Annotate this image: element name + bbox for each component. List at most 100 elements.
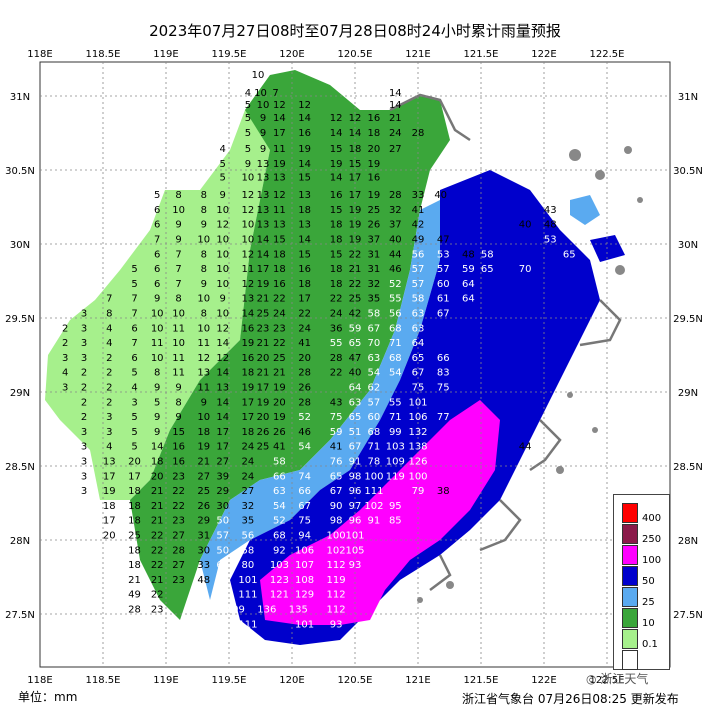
lat-tick-label-right: 30N	[678, 240, 698, 251]
rainfall-value: 33	[412, 190, 425, 201]
rainfall-value: 13	[103, 457, 116, 468]
rainfall-value: 7	[175, 279, 181, 290]
rainfall-value: 18	[273, 264, 286, 275]
rainfall-value: 10	[242, 172, 255, 183]
rainfall-value: 48	[462, 249, 475, 260]
rainfall-value: 40	[434, 190, 447, 201]
rainfall-value: 20	[273, 397, 286, 408]
rainfall-value: 28	[298, 397, 311, 408]
rainfall-value: 19	[242, 383, 255, 394]
rainfall-value: 19	[242, 338, 255, 349]
rainfall-value: 109	[201, 605, 220, 616]
rainfall-value: 9	[245, 159, 251, 170]
rainfall-value: 12	[216, 353, 229, 364]
lon-tick-label-bottom: 121E	[405, 675, 430, 686]
rainfall-value: 21	[151, 486, 164, 497]
rainfall-value: 5	[220, 159, 226, 170]
rainfall-value: 22	[151, 531, 164, 542]
rainfall-value: 9	[175, 220, 181, 231]
rainfall-value: 21	[128, 575, 141, 586]
rainfall-value: 58	[273, 457, 286, 468]
rainfall-value: 18	[330, 264, 343, 275]
rainfall-value: 18	[128, 501, 141, 512]
rainfall-value: 31	[368, 264, 381, 275]
rainfall-value: 67	[412, 368, 425, 379]
rainfall-value: 8	[201, 190, 207, 201]
legend-label: 250	[642, 534, 662, 545]
rainfall-value: 42	[412, 220, 425, 231]
rainfall-value: 19	[349, 205, 362, 216]
rainfall-value: 10	[172, 338, 185, 349]
rainfall-value: 95	[216, 590, 229, 601]
islands	[417, 146, 643, 603]
rainfall-value: 62	[368, 383, 381, 394]
rainfall-value: 19	[257, 397, 270, 408]
rainfall-value: 65	[349, 412, 362, 423]
rainfall-value: 75	[412, 383, 425, 394]
rainfall-value: 7	[154, 235, 160, 246]
rainfall-value: 6	[154, 205, 160, 216]
rainfall-value: 41	[298, 338, 311, 349]
rainfall-value: 4	[106, 442, 112, 453]
rainfall-value: 67	[349, 442, 362, 453]
rainfall-value: 63	[412, 323, 425, 334]
rainfall-value: 57	[412, 264, 425, 275]
lat-tick-label-left: 28.5N	[5, 462, 35, 473]
rainfall-value: 20	[257, 412, 270, 423]
rainfall-value: 5	[245, 144, 251, 155]
rainfall-value: 4	[220, 144, 226, 155]
rainfall-value: 26	[368, 220, 381, 231]
rainfall-value: 12	[242, 205, 255, 216]
rainfall-value: 19	[273, 383, 286, 394]
rainfall-value: 85	[389, 516, 402, 527]
lat-tick-label-left: 30N	[10, 240, 30, 251]
rainfall-value: 9	[154, 427, 160, 438]
rainfall-value: 20	[257, 353, 270, 364]
rainfall-value: 3	[81, 338, 87, 349]
rainfall-value: 50	[216, 545, 229, 556]
rainfall-value: 7	[175, 264, 181, 275]
rainfall-value: 63	[273, 486, 286, 497]
rainfall-value: 5	[131, 264, 137, 275]
rainfall-value: 6	[154, 220, 160, 231]
rainfall-value: 12	[330, 113, 343, 124]
rainfall-value: 13	[216, 383, 229, 394]
rainfall-value: 9	[220, 190, 226, 201]
rainfall-value: 40	[389, 235, 402, 246]
rainfall-value: 12	[273, 100, 286, 111]
rainfall-value: 10	[197, 294, 210, 305]
legend-label: 100	[642, 555, 662, 566]
rainfall-value: 98	[330, 516, 343, 527]
rainfall-value: 26	[273, 427, 286, 438]
rainfall-value: 98	[349, 471, 362, 482]
rainfall-value: 13	[257, 205, 270, 216]
wechat-watermark: ◎ 浙江天气	[586, 670, 648, 687]
rainfall-value: 95	[389, 501, 402, 512]
rainfall-value: 94	[298, 531, 311, 542]
rainfall-value: 25	[349, 294, 362, 305]
rainfall-value: 29	[197, 516, 210, 527]
rainfall-value: 6	[154, 249, 160, 260]
rainfall-value: 64	[462, 279, 475, 290]
rainfall-value: 19	[298, 144, 311, 155]
rainfall-value: 5	[245, 113, 251, 124]
rainfall-value: 68	[389, 323, 402, 334]
lat-tick-label-right: 30.5N	[673, 166, 703, 177]
rainfall-value: 12	[216, 323, 229, 334]
rainfall-value: 26	[257, 427, 270, 438]
rainfall-value: 48	[544, 220, 557, 231]
rainfall-value: 65	[330, 471, 343, 482]
rainfall-value: 2	[81, 368, 87, 379]
rainfall-value: 97	[216, 619, 229, 630]
rainfall-value: 8	[201, 249, 207, 260]
rainfall-value: 57	[216, 531, 229, 542]
rainfall-value: 19	[273, 412, 286, 423]
map-title: 2023年07月27日08时至07月28日08时24小时累计雨量预报	[149, 22, 561, 40]
rainfall-value: 47	[437, 235, 450, 246]
rainfall-value: 7	[131, 294, 137, 305]
rainfall-value: 2	[81, 412, 87, 423]
rainfall-value: 11	[242, 264, 255, 275]
lat-tick-label-left: 31N	[10, 92, 30, 103]
rainfall-value: 17	[257, 264, 270, 275]
rainfall-value: 91	[349, 457, 362, 468]
